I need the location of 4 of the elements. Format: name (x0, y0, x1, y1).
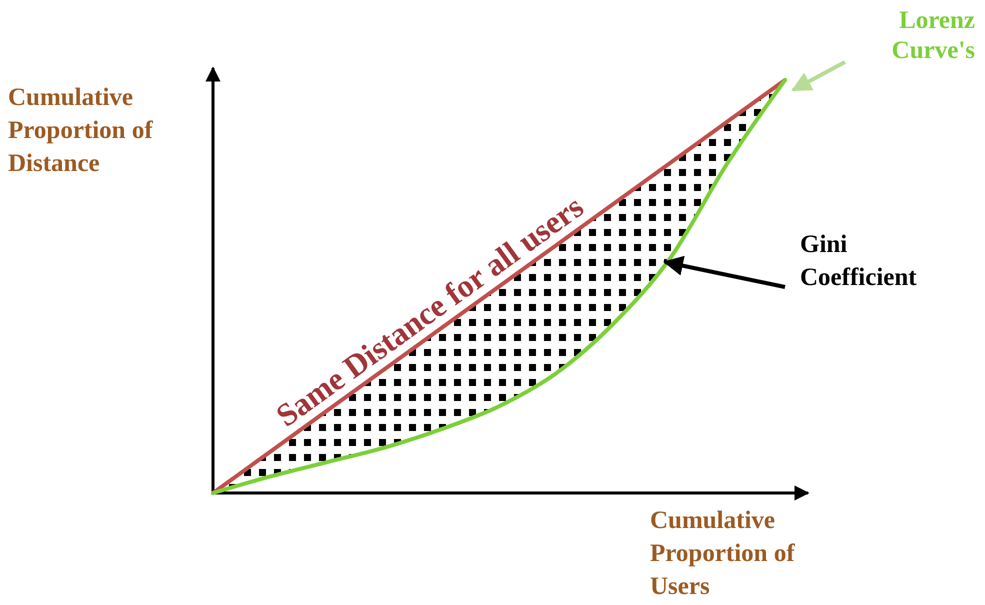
annotation: Gini Coefficient (800, 231, 918, 291)
x-axis-title: Cumulative Proportion of Users (650, 507, 796, 600)
y-axis-title: Cumulative Proportion of Distance (8, 84, 154, 177)
text: Lorenz Curve's (892, 7, 976, 64)
